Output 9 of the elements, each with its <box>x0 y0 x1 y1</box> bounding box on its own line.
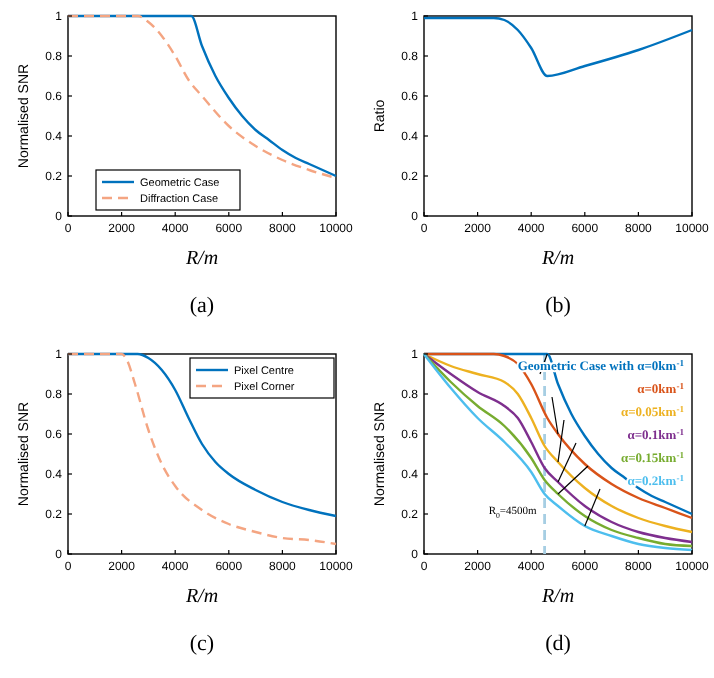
line-series <box>422 16 694 78</box>
text: (c) <box>189 632 215 656</box>
x-axis-title: R/m <box>183 248 219 270</box>
x-axis-title: R/m <box>539 248 575 270</box>
x-axis-title: R/m <box>539 586 575 608</box>
text: (a) <box>189 294 215 318</box>
text: (d) <box>545 632 572 656</box>
x-axis-title: R/m <box>183 586 219 608</box>
text: (b) <box>545 294 572 318</box>
